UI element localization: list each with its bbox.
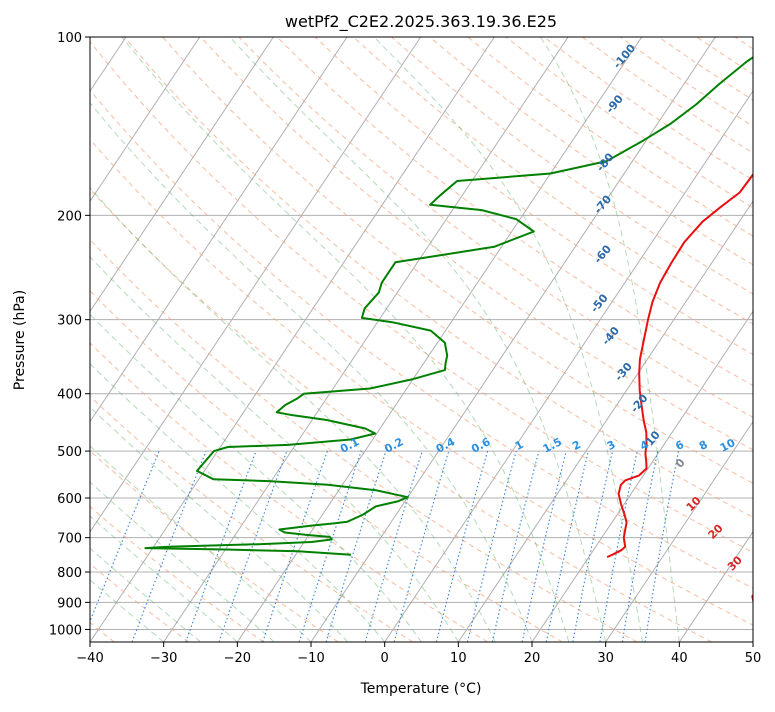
y-tick-label: 300 — [57, 314, 82, 329]
y-tick-label: 700 — [57, 532, 82, 547]
chart-title: wetPf2_C2E2.2025.363.19.36.E25 — [285, 12, 557, 32]
x-tick-label: −10 — [297, 651, 324, 666]
x-tick-label: −40 — [76, 651, 103, 666]
y-tick-label: 400 — [57, 388, 82, 403]
x-tick-label: 30 — [597, 651, 614, 666]
y-tick-label: 200 — [57, 209, 82, 224]
y-tick-label: 900 — [57, 596, 82, 611]
y-axis-label: Pressure (hPa) — [12, 290, 28, 390]
y-tick-label: 100 — [57, 31, 82, 46]
x-axis-label: Temperature (°C) — [360, 681, 482, 697]
y-tick-label: 600 — [57, 492, 82, 507]
x-tick-label: 10 — [450, 651, 467, 666]
x-tick-label: −20 — [224, 651, 251, 666]
x-tick-label: 50 — [745, 651, 762, 666]
x-tick-label: −30 — [150, 651, 177, 666]
y-tick-label: 1000 — [49, 623, 82, 638]
y-tick-label: 500 — [57, 445, 82, 460]
x-tick-label: 20 — [524, 651, 541, 666]
x-tick-label: 0 — [381, 651, 389, 666]
x-tick-label: 40 — [671, 651, 688, 666]
y-tick-label: 800 — [57, 566, 82, 581]
